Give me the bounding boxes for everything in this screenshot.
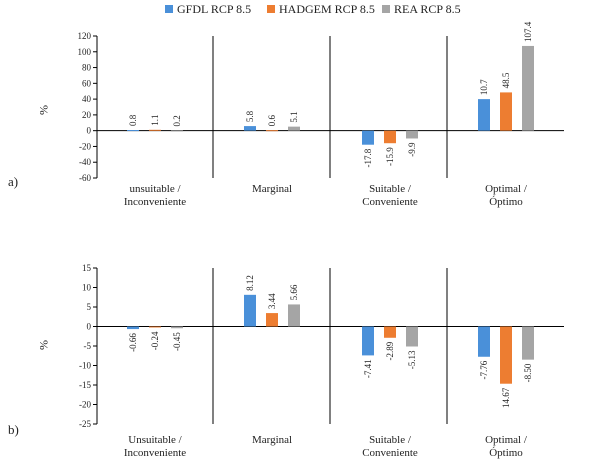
panel-label: b) <box>8 422 19 437</box>
data-label: -0.45 <box>172 332 182 351</box>
bar <box>500 92 512 131</box>
data-label: 1.1 <box>150 115 160 126</box>
y-axis-label: % <box>37 340 51 350</box>
y-tick-label: -60 <box>79 173 91 183</box>
panel-label: a) <box>8 174 18 189</box>
bar <box>288 304 300 327</box>
legend: GFDL RCP 8.5 HADGEM RCP 8.5 REA RCP 8.5 <box>165 2 461 16</box>
bar <box>149 326 161 328</box>
bar <box>266 130 278 132</box>
category-label: Óptimo <box>489 196 523 208</box>
panel-a: -60 -40 -20 0 20 40 60 80 100 120% a) 0.8 5.8 -17.8 10… <box>8 21 564 208</box>
y-tick-label: 60 <box>82 78 92 88</box>
y-tick-label: -10 <box>79 361 91 371</box>
category-label: Conveniente <box>362 447 418 459</box>
category-label: Marginal <box>252 183 292 195</box>
data-label: -9.9 <box>407 142 417 157</box>
bar <box>500 326 512 384</box>
bar <box>127 130 139 132</box>
bar <box>406 130 418 139</box>
data-label: 0.8 <box>128 114 138 126</box>
y-tick-label: 120 <box>78 31 92 41</box>
bar <box>149 129 161 131</box>
y-tick-label: 100 <box>78 47 92 57</box>
bar <box>288 126 300 131</box>
data-label: 107.4 <box>523 21 533 42</box>
data-label: -0.66 <box>128 333 138 352</box>
data-label: -17.8 <box>363 148 373 167</box>
category-label: Conveniente <box>362 196 418 208</box>
data-label: -7.41 <box>363 359 373 378</box>
category-label: Unsuitable / <box>128 434 182 446</box>
legend-swatch <box>267 5 275 13</box>
bar <box>478 326 490 357</box>
category-label: unsuitable / <box>129 183 181 195</box>
category-label: Suitable / <box>369 183 412 195</box>
y-tick-label: 40 <box>82 94 92 104</box>
bar <box>478 99 490 131</box>
bar <box>266 313 278 327</box>
legend-label: GFDL RCP 8.5 <box>177 2 251 16</box>
category-label: Optimal / <box>485 183 528 195</box>
legend-swatch <box>165 5 173 13</box>
category-label: Óptimo <box>489 447 523 459</box>
y-tick-label: 0 <box>87 322 92 332</box>
data-label: 10.7 <box>479 79 489 95</box>
data-label: 3.44 <box>267 293 277 309</box>
y-axis-label: % <box>37 105 51 115</box>
data-label: 48.5 <box>501 72 511 88</box>
data-label: -2.89 <box>385 341 395 360</box>
panel-b: -25 -20 -15 -10 -5 0 5 10 15% b) -0.66 8.12 -7.41 -7.… <box>8 263 564 459</box>
data-label: 0.2 <box>172 115 182 126</box>
category-label: Marginal <box>252 434 292 446</box>
y-tick-label: -15 <box>79 380 91 390</box>
category-label: Suitable / <box>369 434 412 446</box>
data-label: 5.66 <box>289 284 299 300</box>
bar <box>522 45 534 131</box>
bar <box>244 126 256 131</box>
data-label: 8.12 <box>245 275 255 291</box>
bar <box>384 326 396 338</box>
data-label: 14.67 <box>501 387 511 408</box>
data-label: -7.76 <box>479 360 489 379</box>
data-label: -5.13 <box>407 350 417 369</box>
data-label: -8.50 <box>523 363 533 382</box>
bar <box>362 326 374 356</box>
bar <box>522 326 534 360</box>
data-label: 5.1 <box>289 111 299 122</box>
y-tick-label: 20 <box>82 110 92 120</box>
y-tick-label: 10 <box>82 283 92 293</box>
category-label: Inconveniente <box>124 447 186 459</box>
legend-label: HADGEM RCP 8.5 <box>279 2 375 16</box>
bar <box>127 326 139 330</box>
y-tick-label: -20 <box>79 400 91 410</box>
legend-label: REA RCP 8.5 <box>394 2 461 16</box>
y-tick-label: -5 <box>84 341 92 351</box>
y-tick-label: 5 <box>87 302 92 312</box>
y-tick-label: 80 <box>82 63 92 73</box>
data-label: -0.24 <box>150 331 160 350</box>
y-tick-label: -40 <box>79 157 91 167</box>
bar <box>171 130 183 132</box>
y-tick-label: 0 <box>87 126 92 136</box>
y-tick-label: 15 <box>82 263 92 273</box>
category-label: Optimal / <box>485 434 528 446</box>
y-tick-label: -25 <box>79 419 91 429</box>
bar <box>384 130 396 144</box>
category-label: Inconveniente <box>124 196 186 208</box>
bar <box>406 326 418 347</box>
bar <box>171 326 183 329</box>
legend-swatch <box>382 5 390 13</box>
data-label: -15.9 <box>385 147 395 166</box>
data-label: 5.8 <box>245 110 255 122</box>
bar <box>362 130 374 145</box>
data-label: 0.6 <box>267 114 277 126</box>
y-tick-label: -20 <box>79 141 91 151</box>
bar <box>244 294 256 327</box>
